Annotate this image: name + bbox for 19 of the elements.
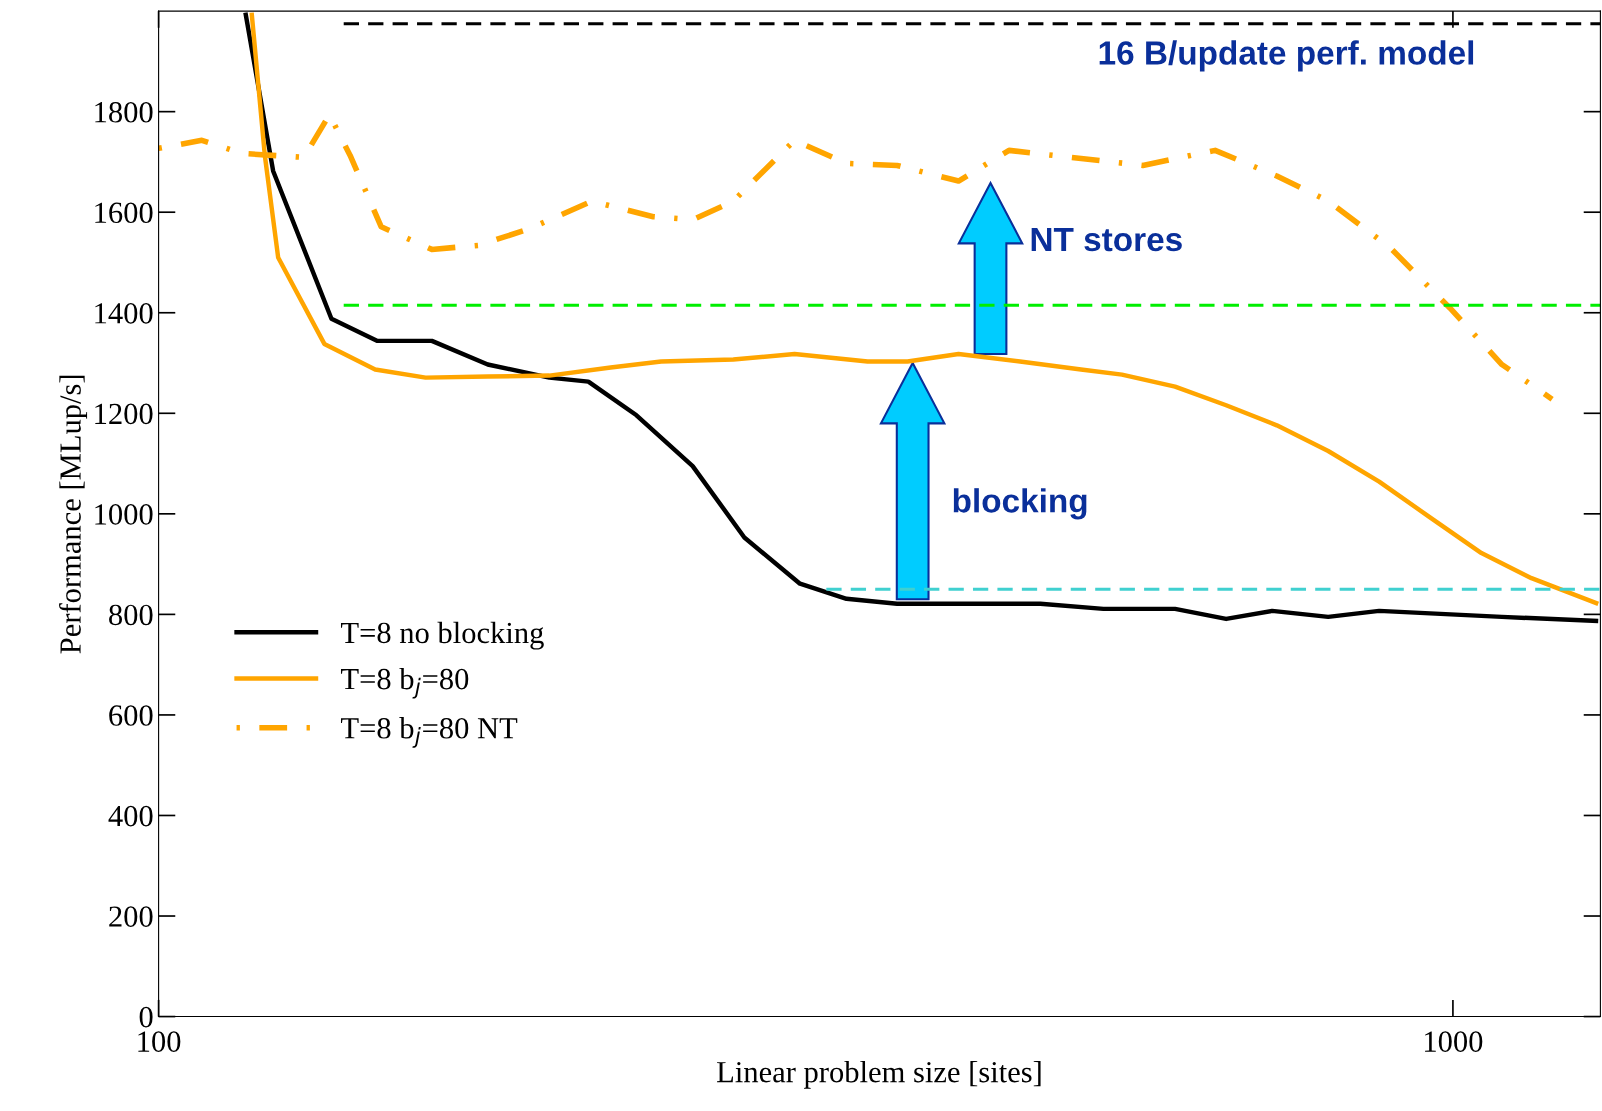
y-tick-label: 400 — [108, 805, 153, 827]
y-tick-label: 1800 — [95, 101, 153, 123]
y-tick-label: 1200 — [95, 403, 153, 425]
y-tick-label: 200 — [109, 906, 153, 927]
series-label: 16 B/update perf. model — [1099, 40, 1474, 72]
y-tick-label: 1400 — [95, 303, 153, 324]
annotation: blocking — [953, 488, 1087, 520]
legend-label: T=8 no blocking — [341, 621, 544, 650]
y-tick-label: 800 — [109, 604, 153, 626]
x-axis-title: Linear problem size [sites] — [717, 1060, 1041, 1089]
x-tick-label: 100 — [138, 1031, 181, 1052]
legend-label: T=8 b$_{j}$=80 NT — [341, 717, 518, 748]
y-tick-label: 600 — [109, 705, 153, 726]
y-axis-title: Performance [MLup/s] — [59, 375, 88, 654]
annotation: NT stores — [1031, 228, 1182, 252]
y-tick-label: 1600 — [95, 202, 153, 224]
y-tick-label: 1000 — [95, 504, 153, 525]
legend-label: T=8 b$_{j}$=80 — [341, 667, 469, 699]
y-tick-label: 0 — [139, 1006, 153, 1028]
